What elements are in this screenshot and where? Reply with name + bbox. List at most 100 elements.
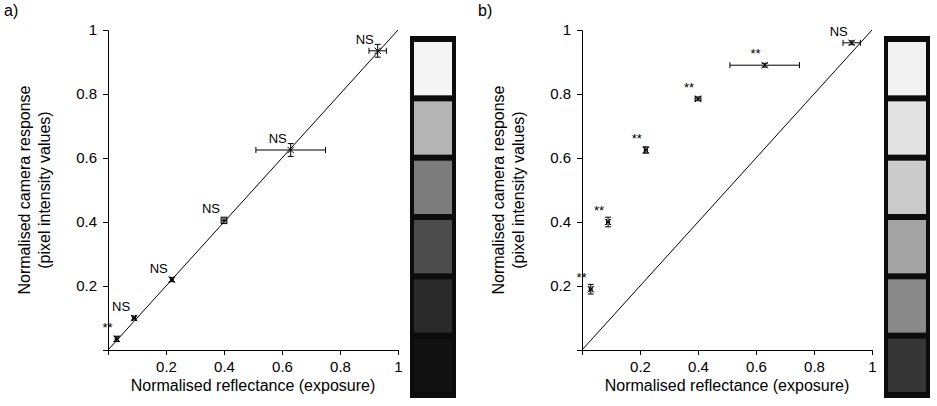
data-point bbox=[288, 147, 294, 153]
x-axis-line bbox=[583, 351, 873, 356]
strip-patch bbox=[888, 220, 926, 273]
x-tick-label: 0.2 bbox=[156, 358, 177, 375]
strip-background bbox=[410, 36, 456, 398]
y-tick-label: 0.8 bbox=[76, 85, 97, 102]
x-tick-mark bbox=[698, 350, 699, 355]
x-tick-mark bbox=[872, 350, 873, 355]
y-tick-mark bbox=[103, 222, 108, 223]
y-error-bar bbox=[605, 217, 611, 227]
plot-area bbox=[108, 30, 398, 350]
y-tick-mark bbox=[577, 158, 582, 159]
data-point bbox=[762, 62, 768, 68]
y-tick: 0.8 bbox=[76, 85, 108, 102]
x-tick: 0.2 bbox=[630, 350, 651, 375]
x-axis-title: Normalised reflectance (exposure) bbox=[131, 377, 376, 394]
data-point bbox=[695, 96, 701, 102]
x-error-bar bbox=[695, 96, 701, 102]
y-tick: 1 bbox=[563, 21, 582, 38]
y-tick: 1 bbox=[89, 21, 108, 38]
x-error-bar bbox=[256, 147, 326, 153]
y-error-bar bbox=[643, 147, 649, 153]
data-point bbox=[588, 286, 594, 292]
strip-patch bbox=[888, 161, 926, 214]
y-error-bar bbox=[221, 217, 227, 223]
strip-patch bbox=[888, 339, 926, 392]
y-axis-line bbox=[103, 31, 109, 351]
panel-label: b) bbox=[478, 2, 492, 19]
x-error-bar bbox=[843, 40, 860, 46]
x-tick: 1 bbox=[868, 350, 876, 375]
x-axis-title: Normalised reflectance (exposure) bbox=[605, 377, 850, 394]
significance-label: ** bbox=[632, 131, 642, 146]
y-tick-label: 0.2 bbox=[76, 277, 97, 294]
strip-patch bbox=[414, 42, 452, 95]
gray-scale-strip bbox=[884, 36, 930, 398]
y-axis-title: Normalised camera response bbox=[490, 85, 507, 294]
x-axis: 0.2 0.4 0.6 0.8 1 bbox=[109, 350, 403, 375]
significance-label: ** bbox=[103, 320, 113, 335]
panel: a)0.20.40.60.810.20.40.60.81Normalised r… bbox=[4, 2, 456, 398]
x-tick-label: 1 bbox=[394, 358, 402, 375]
x-tick: 0.6 bbox=[272, 350, 293, 375]
x-tick: 0.4 bbox=[214, 350, 235, 375]
strip-background bbox=[884, 36, 930, 398]
y-axis-title: (pixel intensity values) bbox=[510, 111, 527, 268]
x-tick-label: 0.4 bbox=[688, 358, 709, 375]
strip-patch bbox=[414, 279, 452, 332]
x-tick: 1 bbox=[394, 350, 402, 375]
strip-patch bbox=[414, 161, 452, 214]
y-tick-mark bbox=[577, 30, 582, 31]
x-tick: 0.4 bbox=[688, 350, 709, 375]
data-point bbox=[221, 217, 227, 223]
data-point bbox=[169, 276, 175, 282]
y-tick-label: 0.8 bbox=[550, 85, 571, 102]
figure: a) 0.2 0.4 0.6 0.8 1 0.2 0.4 0.6 0.8 1 Normalised r… bbox=[0, 0, 937, 406]
y-axis-title: Normalised camera response bbox=[16, 85, 33, 294]
y-axis: 0.20.40.60.81 bbox=[550, 21, 582, 350]
y-tick-mark bbox=[577, 94, 582, 95]
data-point bbox=[849, 40, 855, 46]
y-tick: 0.4 bbox=[76, 213, 108, 230]
x-tick: 0.8 bbox=[330, 350, 351, 375]
y-tick: 0.2 bbox=[76, 277, 108, 294]
x-tick-mark bbox=[282, 350, 283, 355]
y-tick: 0.4 bbox=[550, 213, 582, 230]
y-tick-label: 1 bbox=[563, 21, 571, 38]
x-tick: 0.8 bbox=[804, 350, 825, 375]
significance-label: NS bbox=[269, 131, 287, 146]
x-error-bar bbox=[221, 217, 227, 223]
y-tick-mark bbox=[577, 222, 582, 223]
x-tick-mark bbox=[340, 350, 341, 355]
y-axis: 0.20.40.60.81 bbox=[76, 21, 108, 350]
strip-patch bbox=[888, 279, 926, 332]
x-tick-label: 0.8 bbox=[330, 358, 351, 375]
y-tick-label: 0.4 bbox=[550, 213, 571, 230]
significance-label: NS bbox=[356, 32, 374, 47]
x-tick-label: 0.2 bbox=[630, 358, 651, 375]
x-tick-mark bbox=[398, 350, 399, 355]
significance-label: ** bbox=[594, 203, 604, 218]
y-tick-label: 1 bbox=[89, 21, 97, 38]
x-tick-label: 0.6 bbox=[746, 358, 767, 375]
x-axis: 0.2 0.4 0.6 0.8 1 bbox=[583, 350, 877, 375]
strip-patch bbox=[888, 101, 926, 154]
gray-scale-strip bbox=[410, 36, 456, 398]
panel-label: a) bbox=[4, 2, 18, 19]
y-tick: 0.6 bbox=[550, 149, 582, 166]
y-error-bar bbox=[114, 336, 120, 341]
x-tick-mark bbox=[224, 350, 225, 355]
x-tick-label: 0.6 bbox=[272, 358, 293, 375]
data-point bbox=[375, 48, 381, 54]
strip-patch bbox=[888, 42, 926, 95]
data-point bbox=[131, 315, 137, 321]
identity-line bbox=[108, 30, 398, 350]
x-tick: 0.6 bbox=[746, 350, 767, 375]
x-tick-mark bbox=[756, 350, 757, 355]
significance-label: NS bbox=[112, 299, 130, 314]
x-error-bar bbox=[730, 62, 800, 68]
y-tick-label: 0.6 bbox=[550, 149, 571, 166]
y-tick-mark bbox=[103, 158, 108, 159]
significance-label: ** bbox=[577, 270, 587, 285]
y-tick: 0.8 bbox=[550, 85, 582, 102]
x-tick-mark bbox=[640, 350, 641, 355]
